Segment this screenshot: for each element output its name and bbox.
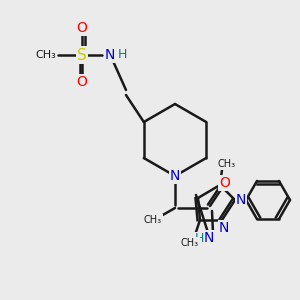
Text: CH₃: CH₃ — [218, 159, 236, 169]
Text: CH₃: CH₃ — [144, 215, 162, 225]
Text: H: H — [117, 49, 127, 62]
Text: S: S — [77, 47, 87, 62]
Text: N: N — [204, 231, 214, 245]
Text: N: N — [105, 48, 115, 62]
Text: H: H — [194, 232, 204, 245]
Text: O: O — [76, 21, 87, 35]
Text: O: O — [76, 75, 87, 89]
Text: N: N — [170, 169, 180, 183]
Text: N: N — [219, 221, 229, 235]
Text: O: O — [220, 176, 230, 190]
Text: CH₃: CH₃ — [181, 238, 199, 248]
Text: N: N — [236, 193, 246, 207]
Text: CH₃: CH₃ — [36, 50, 56, 60]
